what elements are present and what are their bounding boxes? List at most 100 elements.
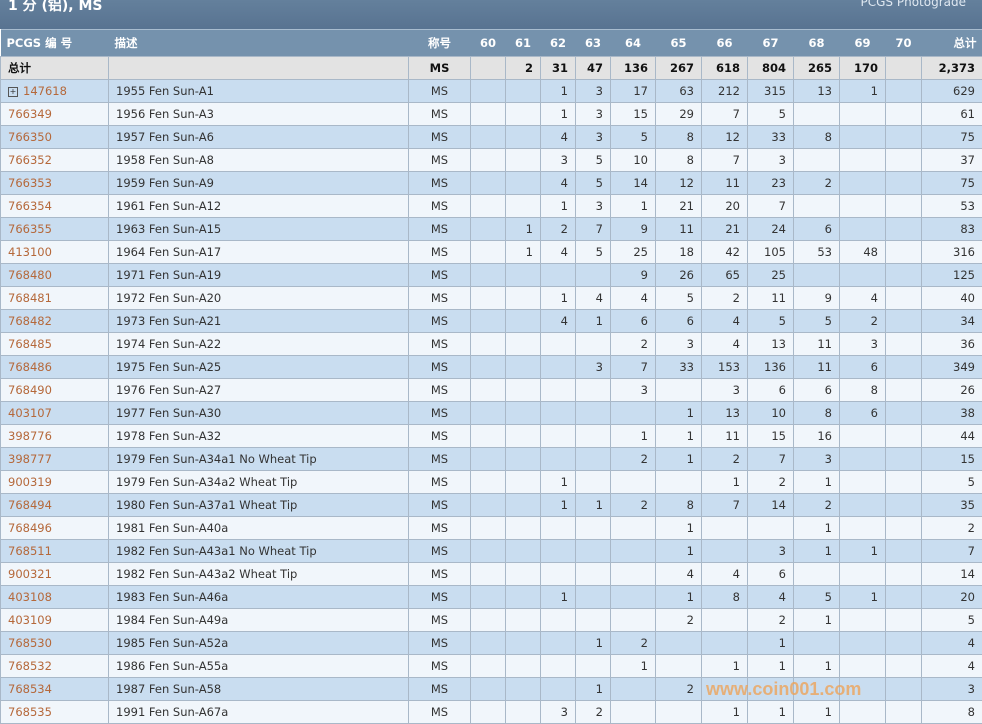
grade-count — [505, 447, 541, 471]
pcgs-number-link[interactable]: 768486 — [8, 360, 52, 374]
column-header[interactable]: 63 — [575, 29, 611, 57]
grade-count — [470, 102, 506, 126]
grade-count — [505, 401, 541, 425]
pcgs-number-link[interactable]: 403107 — [8, 406, 52, 420]
column-header[interactable]: 68 — [793, 29, 840, 57]
pcgs-number-link[interactable]: 768530 — [8, 636, 52, 650]
grade-count: 1 — [793, 516, 840, 540]
grade-count: 1 — [575, 309, 611, 333]
grade-count: 3 — [575, 79, 611, 103]
grade-count: 9 — [610, 263, 656, 287]
grade-count: 4 — [839, 286, 886, 310]
pcgs-number-link[interactable]: 768482 — [8, 314, 52, 328]
grade-count — [505, 148, 541, 172]
pcgs-number-link[interactable]: 403108 — [8, 590, 52, 604]
grade-count — [839, 447, 886, 471]
pcgs-number-link[interactable]: 398777 — [8, 452, 52, 466]
pcgs-number-link[interactable]: 147618 — [23, 84, 67, 98]
column-header[interactable]: 65 — [655, 29, 702, 57]
pcgs-number-link[interactable]: 766352 — [8, 153, 52, 167]
pcgs-number-link[interactable]: 768534 — [8, 682, 52, 696]
grade-count: 6 — [839, 355, 886, 379]
column-header[interactable]: 64 — [610, 29, 656, 57]
designation: MS — [408, 470, 471, 494]
description: 1980 Fen Sun-A37a1 Wheat Tip — [108, 493, 409, 517]
grade-count: 3 — [747, 539, 794, 563]
photograde-link[interactable]: PCGS Photograde — [860, 0, 966, 9]
grade-count: 8 — [839, 378, 886, 402]
pcgs-number-link[interactable]: 768511 — [8, 544, 52, 558]
pcgs-number-cell: 403109 — [0, 608, 109, 632]
total-count: 267 — [655, 56, 702, 80]
pcgs-number-link[interactable]: 768496 — [8, 521, 52, 535]
grade-count — [885, 378, 922, 402]
description: 1974 Fen Sun-A22 — [108, 332, 409, 356]
pcgs-number-link[interactable]: 768490 — [8, 383, 52, 397]
grade-count: 3 — [747, 148, 794, 172]
grade-count — [470, 309, 506, 333]
column-header[interactable]: 67 — [747, 29, 794, 57]
pcgs-number-link[interactable]: 766349 — [8, 107, 52, 121]
pcgs-number-cell: 766353 — [0, 171, 109, 195]
grade-count: 7 — [747, 447, 794, 471]
grade-count — [885, 79, 922, 103]
grade-count — [470, 700, 506, 724]
column-header[interactable]: 总计 — [921, 29, 982, 57]
grade-count: 7 — [575, 217, 611, 241]
grade-count — [885, 125, 922, 149]
description: 1979 Fen Sun-A34a1 No Wheat Tip — [108, 447, 409, 471]
designation: MS — [408, 677, 471, 701]
grade-count: 4 — [540, 171, 576, 195]
grade-count — [575, 378, 611, 402]
pcgs-number-link[interactable]: 768494 — [8, 498, 52, 512]
pcgs-number-link[interactable]: 766354 — [8, 199, 52, 213]
grade-count: 125 — [921, 263, 982, 287]
grade-count — [885, 516, 922, 540]
description: 1964 Fen Sun-A17 — [108, 240, 409, 264]
description: 1961 Fen Sun-A12 — [108, 194, 409, 218]
grade-count: 38 — [921, 401, 982, 425]
grade-count: 1 — [505, 240, 541, 264]
column-header[interactable]: 70 — [885, 29, 922, 57]
column-header[interactable]: 61 — [505, 29, 541, 57]
pcgs-number-link[interactable]: 900319 — [8, 475, 52, 489]
pcgs-number-link[interactable]: 766353 — [8, 176, 52, 190]
grade-count — [470, 677, 506, 701]
column-header[interactable]: 称号 — [408, 29, 471, 57]
column-header[interactable]: 60 — [470, 29, 506, 57]
pcgs-number-link[interactable]: 403109 — [8, 613, 52, 627]
designation: MS — [408, 631, 471, 655]
grade-count — [505, 677, 541, 701]
grade-count: 33 — [655, 355, 702, 379]
expand-icon[interactable]: + — [8, 86, 18, 97]
pcgs-number-link[interactable]: 766355 — [8, 222, 52, 236]
column-header[interactable]: PCGS 编 号 — [0, 29, 109, 57]
table-row: 768532 1986 Fen Sun-A55a MS 1 1 1 1 4 — [0, 654, 982, 678]
title-bar: 1 分 (铝), MS PCGS Photograde — [0, 0, 982, 29]
pcgs-number-link[interactable]: 768532 — [8, 659, 52, 673]
grade-count — [701, 516, 748, 540]
column-header[interactable]: 69 — [839, 29, 886, 57]
designation: MS — [408, 194, 471, 218]
pcgs-number-link[interactable]: 768481 — [8, 291, 52, 305]
column-header[interactable]: 62 — [540, 29, 576, 57]
grade-count: 1 — [655, 516, 702, 540]
grade-count: 6 — [839, 401, 886, 425]
pcgs-number-cell: 768490 — [0, 378, 109, 402]
pcgs-number-link[interactable]: 900321 — [8, 567, 52, 581]
grade-count: 4 — [701, 332, 748, 356]
grade-count — [540, 332, 576, 356]
pcgs-number-link[interactable]: 768485 — [8, 337, 52, 351]
pcgs-number-link[interactable]: 398776 — [8, 429, 52, 443]
pcgs-number-link[interactable]: 768480 — [8, 268, 52, 282]
pcgs-number-link[interactable]: 413100 — [8, 245, 52, 259]
grade-count: 5 — [793, 309, 840, 333]
grade-count: 2 — [610, 447, 656, 471]
grade-count: 629 — [921, 79, 982, 103]
description: 1991 Fen Sun-A67a — [108, 700, 409, 724]
column-header[interactable]: 66 — [701, 29, 748, 57]
pcgs-number-link[interactable]: 766350 — [8, 130, 52, 144]
column-header[interactable]: 描述 — [108, 29, 409, 57]
pcgs-number-link[interactable]: 768535 — [8, 705, 52, 719]
grade-count: 1 — [540, 194, 576, 218]
